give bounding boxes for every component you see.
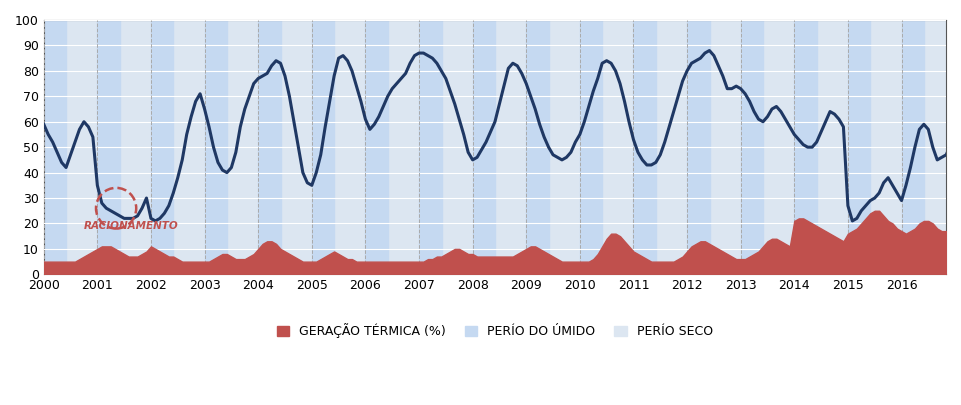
Bar <box>901 20 924 274</box>
Bar <box>151 20 174 274</box>
Bar <box>687 20 709 274</box>
Bar <box>579 20 603 274</box>
Bar <box>419 20 441 274</box>
Bar <box>365 20 388 274</box>
Bar <box>311 20 334 274</box>
Bar <box>259 20 281 274</box>
Bar <box>44 20 66 274</box>
Bar <box>473 20 495 274</box>
Bar <box>633 20 656 274</box>
Bar <box>527 20 549 274</box>
Legend: GERAÇÃO TÉRMICA (%), PERÍO DO ÚMIDO, PERÍO SECO: GERAÇÃO TÉRMICA (%), PERÍO DO ÚMIDO, PER… <box>271 317 719 344</box>
Bar <box>795 20 817 274</box>
Bar <box>741 20 763 274</box>
Text: RACIONAMENTO: RACIONAMENTO <box>84 221 179 230</box>
Bar <box>205 20 227 274</box>
Bar <box>97 20 120 274</box>
Bar <box>848 20 871 274</box>
